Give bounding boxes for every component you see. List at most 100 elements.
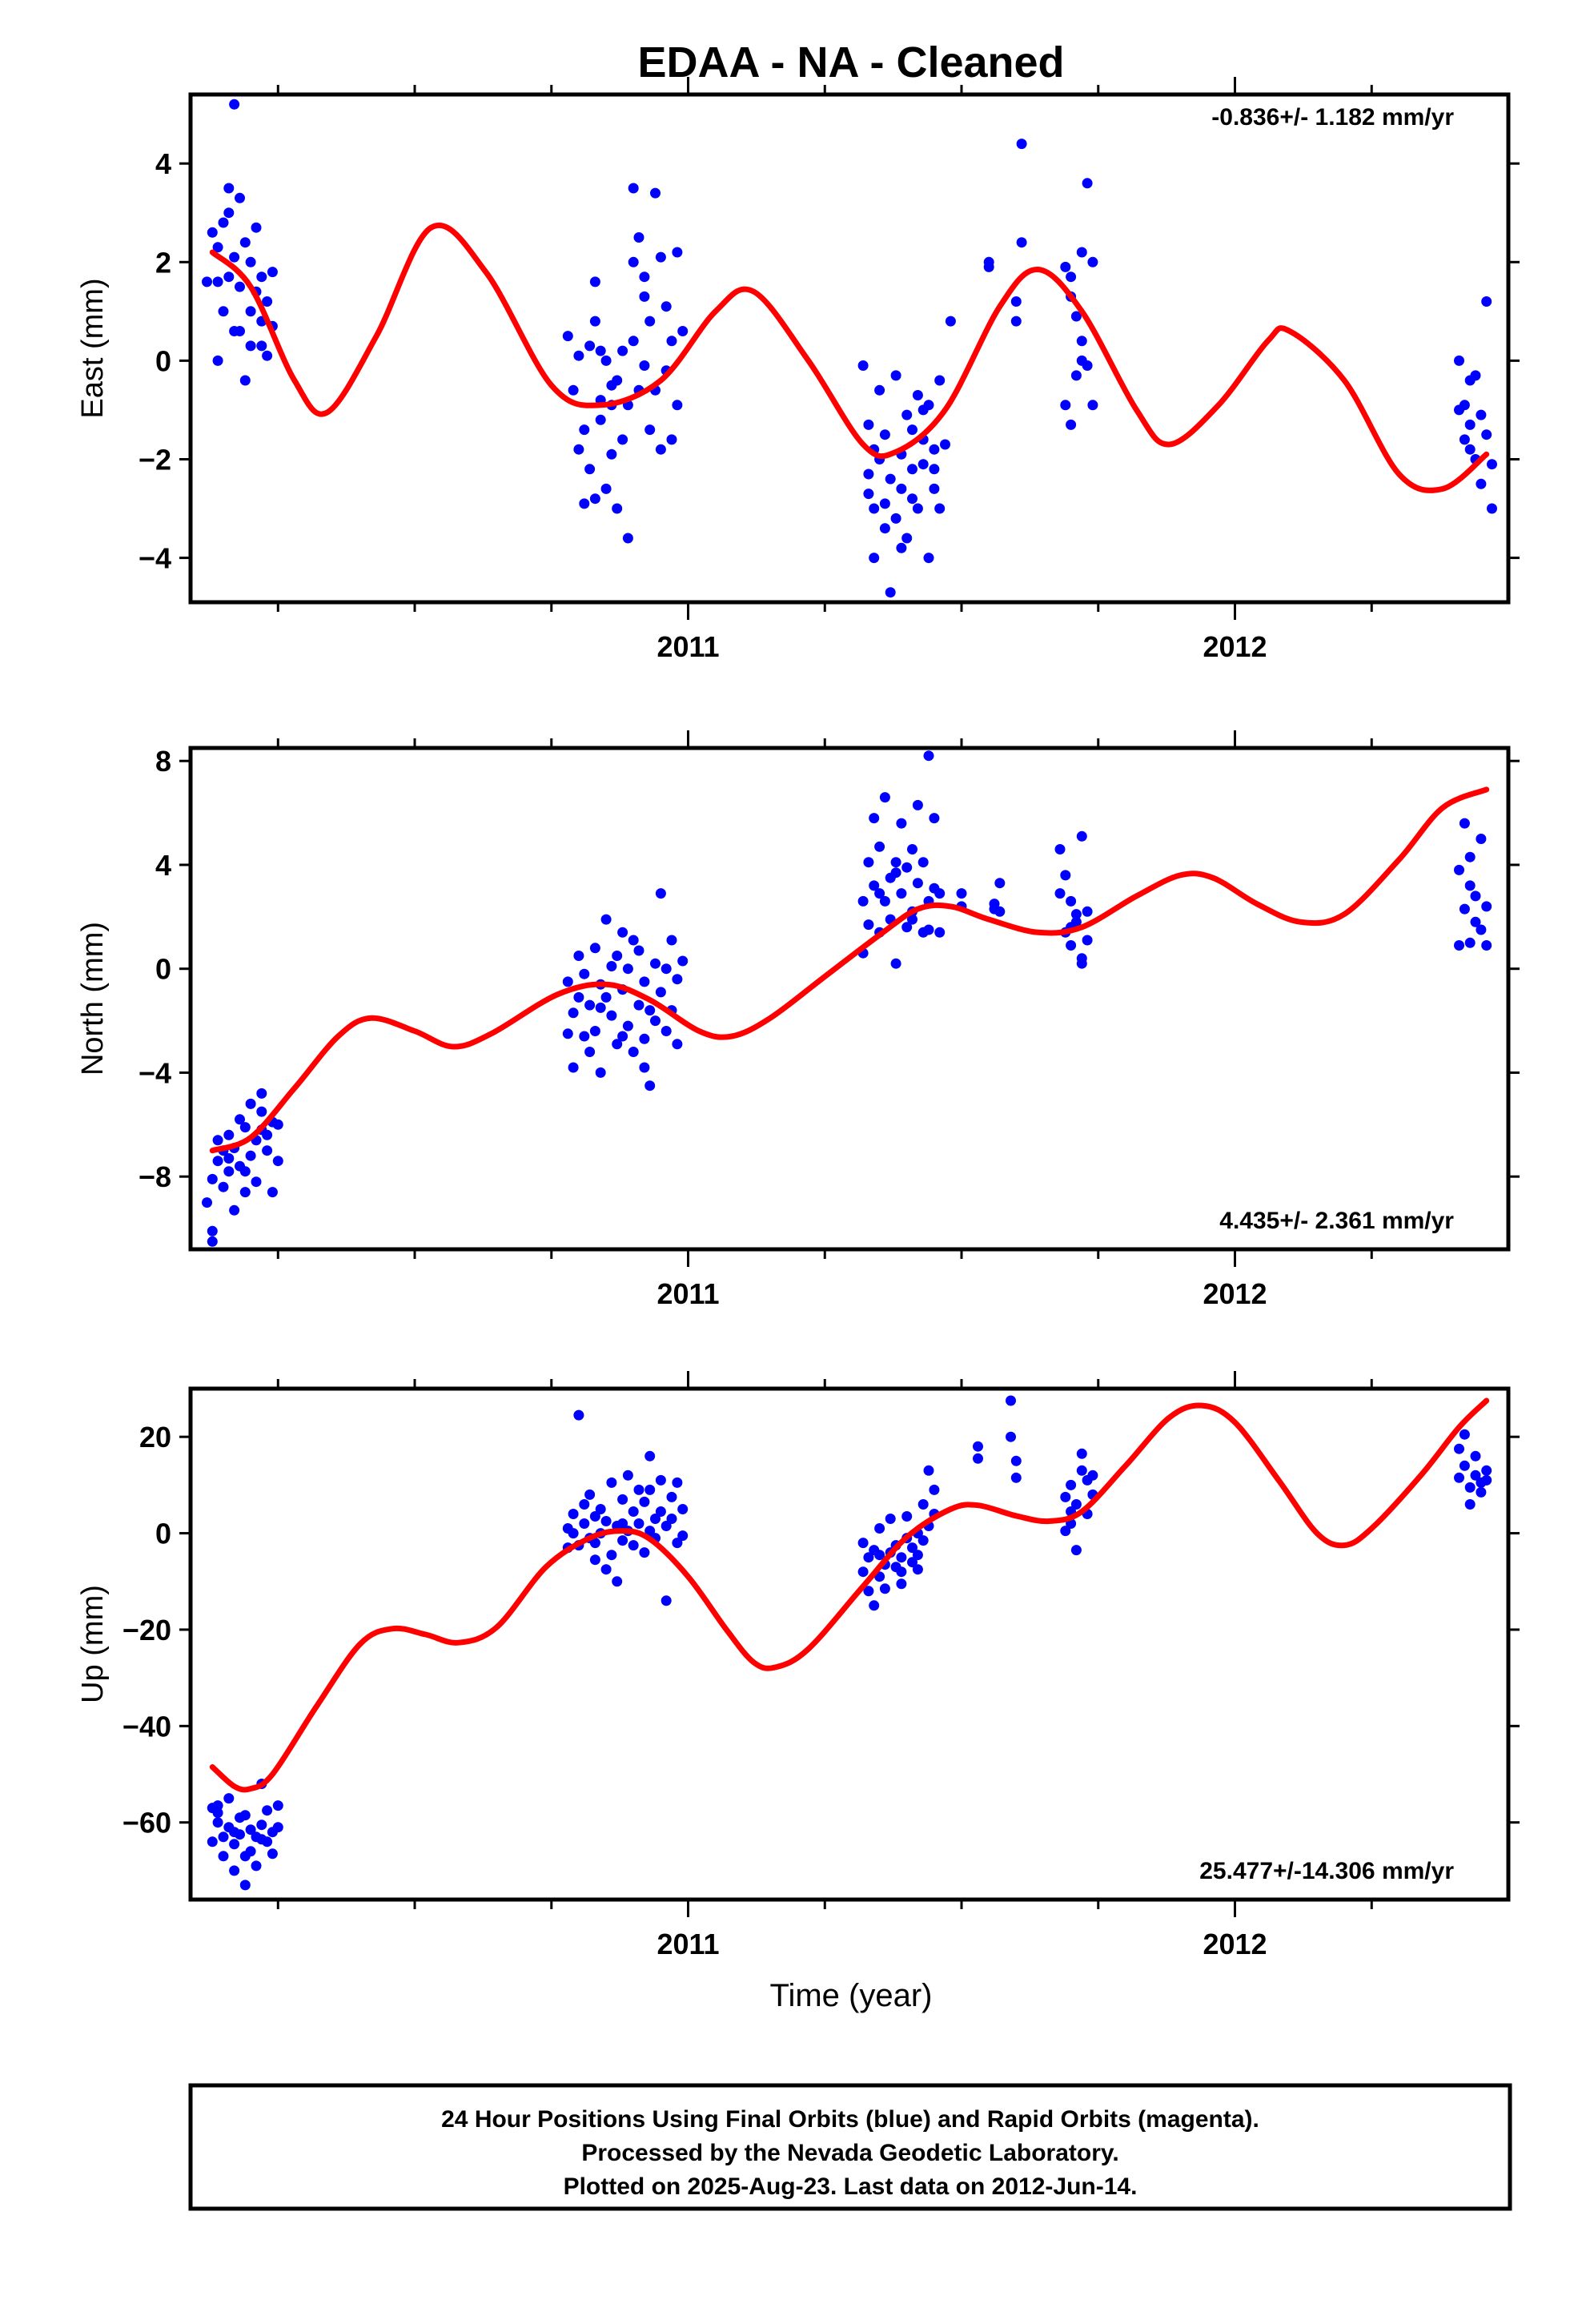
data-point	[1464, 1499, 1476, 1510]
up-ytick-label: −20	[122, 1614, 171, 1647]
data-point	[1070, 1499, 1082, 1510]
data-point	[606, 961, 617, 971]
data-point	[239, 375, 251, 386]
data-point	[628, 256, 639, 267]
data-point	[562, 1028, 573, 1039]
data-point	[239, 1880, 251, 1891]
data-point	[879, 792, 890, 803]
footer-line-1: 24 Hour Positions Using Final Orbits (bl…	[441, 2106, 1259, 2133]
data-point	[1454, 355, 1464, 366]
data-point	[1010, 296, 1022, 307]
up-xtick-label: 2012	[1203, 1928, 1267, 1960]
data-point	[923, 553, 934, 564]
data-point	[262, 1145, 273, 1156]
data-point	[239, 1166, 251, 1177]
data-point	[1066, 1479, 1077, 1490]
data-point	[934, 888, 946, 899]
data-point	[207, 227, 218, 238]
data-point	[890, 857, 901, 868]
data-point	[229, 251, 240, 263]
data-point	[573, 991, 584, 1003]
data-point	[639, 360, 650, 371]
data-point	[251, 222, 262, 233]
data-point	[207, 1236, 218, 1247]
data-point	[907, 1557, 917, 1568]
data-point	[1464, 851, 1476, 862]
east-points	[202, 99, 1497, 598]
data-point	[863, 489, 874, 500]
data-point	[677, 326, 689, 336]
data-point	[917, 459, 929, 470]
up-ytick-label: −60	[122, 1807, 171, 1839]
data-point	[885, 473, 896, 485]
data-point	[661, 1026, 672, 1036]
data-point	[672, 974, 683, 985]
data-point	[650, 1514, 661, 1524]
data-point	[901, 1511, 913, 1522]
data-point	[655, 1506, 666, 1517]
data-point	[262, 350, 273, 361]
data-point	[661, 1595, 672, 1606]
data-point	[639, 1062, 650, 1073]
data-point	[857, 895, 869, 907]
data-point	[229, 1839, 240, 1850]
data-point	[869, 553, 880, 564]
data-point	[267, 267, 278, 278]
data-point	[589, 943, 600, 954]
north-ytick-label: 0	[155, 953, 171, 986]
data-point	[568, 1528, 579, 1539]
data-point	[1076, 247, 1087, 258]
data-point	[912, 1550, 923, 1561]
data-point	[256, 1106, 267, 1117]
data-point	[256, 1819, 267, 1831]
data-point	[666, 1491, 677, 1502]
data-point	[896, 1578, 907, 1590]
data-point	[907, 1542, 917, 1554]
data-point	[655, 888, 666, 899]
data-point	[223, 1166, 235, 1177]
data-point	[1076, 336, 1087, 347]
data-point	[1464, 1482, 1476, 1493]
north-points	[202, 750, 1492, 1247]
data-point	[262, 1805, 273, 1816]
data-point	[672, 1039, 683, 1050]
data-point	[633, 1484, 644, 1495]
east-xtick-label: 2011	[656, 630, 719, 663]
data-point	[622, 963, 633, 975]
data-point	[628, 1047, 639, 1057]
data-point	[223, 271, 235, 283]
data-point	[869, 813, 880, 824]
data-point	[584, 340, 596, 352]
data-point	[885, 587, 896, 598]
data-point	[212, 1817, 223, 1828]
data-point	[579, 424, 590, 436]
data-point	[907, 424, 917, 436]
data-point	[661, 301, 672, 312]
data-point	[633, 999, 644, 1011]
east-panel: −4 −2 0 2 4 2011 2012 East (mm) -0.836+/- 1.182 …	[76, 77, 1520, 663]
data-point	[934, 927, 946, 938]
data-point	[1464, 419, 1476, 430]
east-ytick-label: −2	[139, 443, 171, 476]
data-point	[1076, 1448, 1087, 1459]
data-point	[223, 1793, 235, 1804]
data-point	[644, 424, 656, 436]
data-point	[989, 899, 1000, 910]
north-xtick-label: 2011	[656, 1277, 719, 1310]
data-point	[256, 340, 267, 352]
data-point	[1459, 903, 1470, 915]
data-point	[917, 404, 929, 416]
data-point	[617, 345, 628, 356]
data-point	[677, 955, 689, 967]
data-point	[929, 483, 940, 494]
data-point	[1487, 459, 1497, 470]
data-point	[245, 306, 256, 317]
data-point	[595, 1002, 606, 1013]
data-point	[639, 1033, 650, 1044]
north-model-curve	[209, 786, 1490, 1154]
data-point	[239, 237, 251, 248]
data-point	[622, 1470, 633, 1481]
data-point	[1464, 444, 1476, 455]
data-point	[879, 523, 890, 534]
data-point	[639, 976, 650, 987]
